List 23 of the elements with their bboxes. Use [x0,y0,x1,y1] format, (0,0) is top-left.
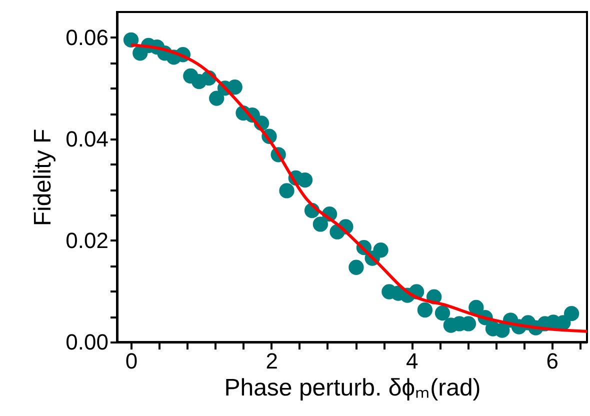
point [348,260,364,275]
point [279,183,294,198]
point [434,305,450,321]
point [373,242,388,258]
y-axis-title: Fidelity F [30,128,57,226]
point [209,90,224,106]
point [227,80,242,95]
x-tick-label: 6 [546,348,559,374]
x-tick-label: 2 [266,348,278,374]
point [468,300,484,316]
point [312,216,328,232]
y-tick-label: 0.02 [66,228,108,253]
x-tick-label: 0 [125,348,138,374]
x-tick-label: 4 [406,348,418,374]
y-tick-label: 0.00 [66,330,108,354]
point [417,302,433,318]
y-tick-label: 0.06 [66,24,108,50]
y-tick-label: 0.04 [66,126,108,152]
point [494,322,510,338]
point [297,172,313,188]
point [123,32,139,48]
point [564,306,580,322]
x-axis-title: Phase perturb. δϕₘ(rad) [224,374,481,402]
